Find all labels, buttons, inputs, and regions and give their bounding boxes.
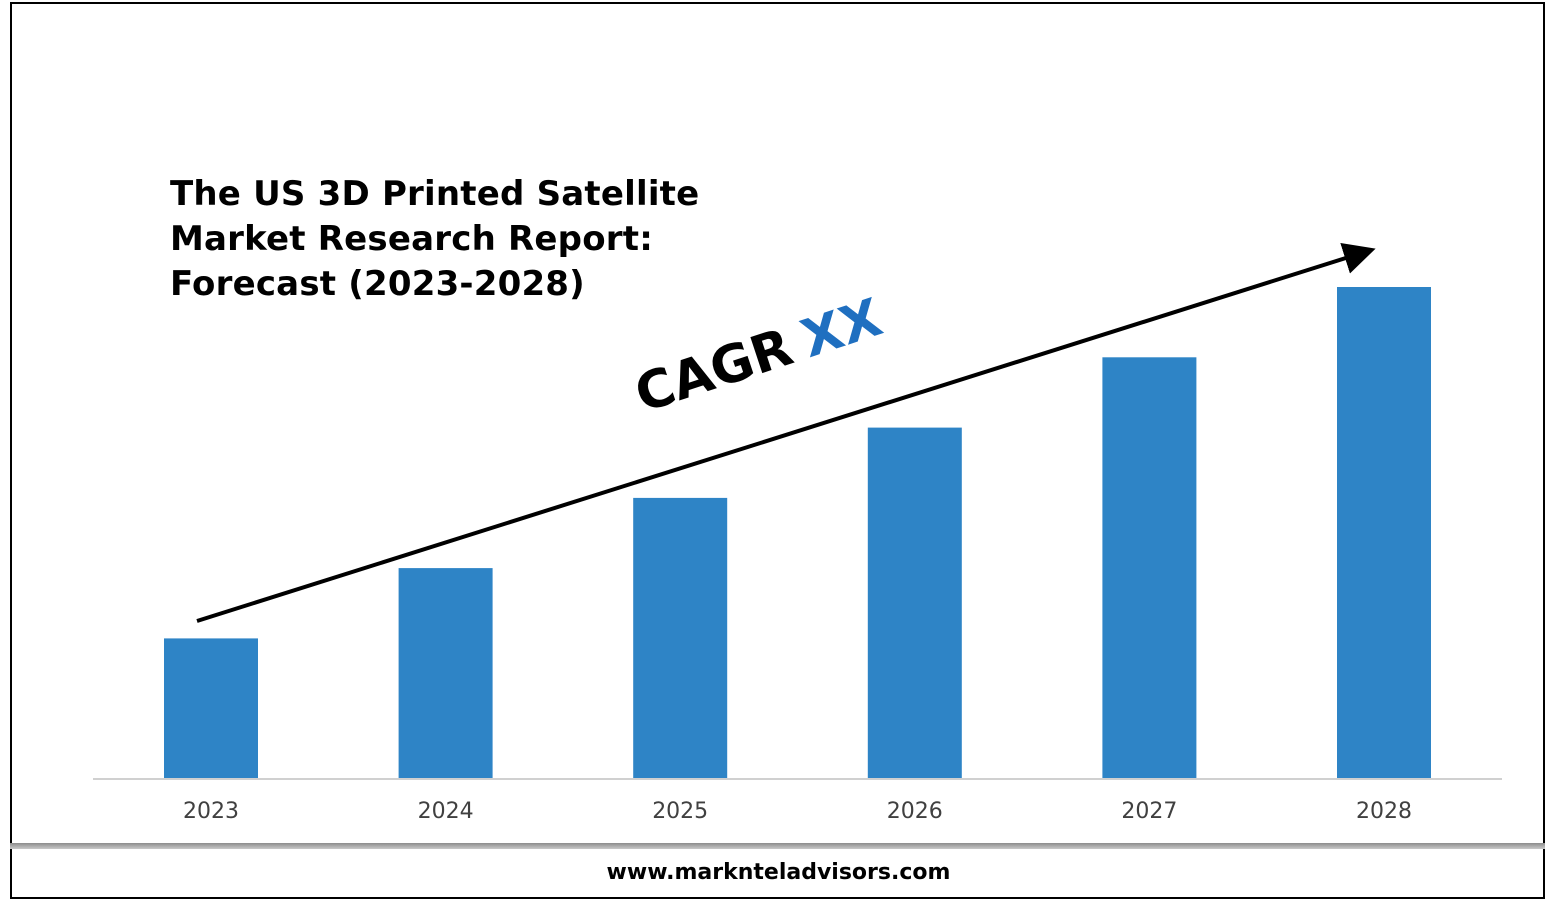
bar-2024 (398, 568, 493, 779)
bar-2023 (164, 638, 258, 779)
bars (164, 287, 1431, 779)
footer-url: www.marknteladvisors.com (606, 860, 951, 885)
chart-title-line-1: The US 3D Printed Satellite (170, 174, 700, 214)
chart-frame (10, 2, 1545, 899)
bar-2027 (1102, 357, 1197, 779)
bar-2028 (1337, 287, 1431, 779)
bar-2026 (867, 427, 962, 779)
trend-arrow (196, 242, 1376, 623)
x-tick-label: 2025 (652, 799, 708, 824)
x-tick-label: 2027 (1121, 799, 1177, 824)
x-tick-label: 2028 (1356, 799, 1412, 824)
x-tick-label: 2026 (887, 799, 943, 824)
x-tick-label: 2023 (183, 799, 239, 824)
chart-title-line-3: Forecast (2023-2028) (170, 264, 585, 304)
bar-2025 (633, 497, 728, 779)
footer-divider (10, 843, 1545, 849)
chart-title-line-2: Market Research Report: (170, 219, 653, 259)
x-tick-label: 2024 (418, 799, 474, 824)
x-axis-ticks: 2023 2024 2025 2026 2027 2028 (183, 799, 1412, 824)
